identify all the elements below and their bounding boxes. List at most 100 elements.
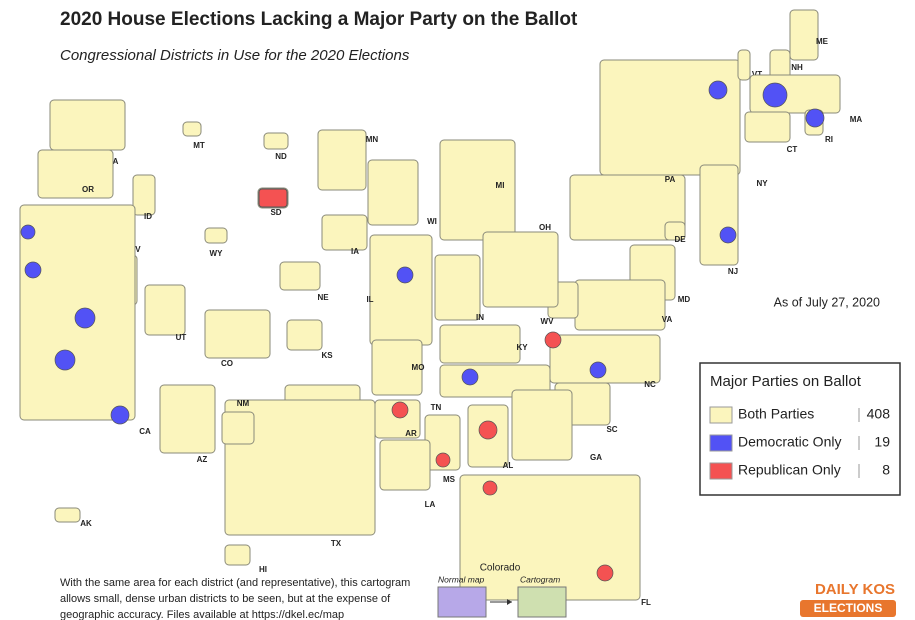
state-shape — [317, 129, 367, 191]
state-shape — [144, 284, 186, 336]
state-label: NY — [756, 179, 768, 188]
state-label: MI — [496, 181, 505, 190]
legend-label: Democratic Only — [738, 434, 841, 450]
state-label: WY — [210, 249, 224, 258]
district-highlight — [762, 82, 788, 108]
state-shape — [279, 261, 321, 291]
state-shape — [263, 132, 289, 150]
state-shape — [49, 99, 126, 151]
inset-cartogram — [517, 586, 567, 618]
state-label: CT — [787, 145, 798, 154]
state-label: AL — [503, 461, 514, 470]
note-line: geographic accuracy. Files available at … — [60, 609, 344, 620]
state-label: MN — [366, 135, 379, 144]
state-label: KS — [321, 351, 333, 360]
legend-label: Republican Only — [738, 462, 841, 478]
state-shape — [439, 139, 516, 241]
legend-count: 19 — [874, 434, 890, 450]
state-label: MT — [193, 141, 205, 150]
state-shape — [367, 159, 419, 226]
state-label: NJ — [728, 267, 738, 276]
logo-bg — [800, 600, 896, 617]
district-highlight — [589, 361, 607, 379]
state-label: NC — [644, 380, 656, 389]
note-line: allows small, dense urban districts to b… — [60, 593, 391, 605]
district-highlight — [54, 349, 76, 371]
state-label: ID — [144, 212, 152, 221]
district-highlight — [396, 266, 414, 284]
inset-normal — [437, 586, 487, 618]
state-label: IN — [476, 313, 484, 322]
state-label: UT — [176, 333, 187, 342]
state-label: KY — [516, 343, 528, 352]
state-shape — [204, 309, 271, 359]
district-highlight — [719, 226, 737, 244]
legend-box — [699, 362, 901, 496]
legend-label: Both Parties — [738, 406, 814, 422]
state-label: WI — [427, 217, 437, 226]
legend-swatch — [709, 462, 733, 480]
state-label: OH — [539, 223, 551, 232]
state-label: VA — [662, 315, 673, 324]
state-shape — [599, 59, 741, 176]
note-line: With the same area for each district (an… — [60, 577, 410, 589]
legend-count: 8 — [882, 462, 890, 478]
inset-title: Colorado — [480, 563, 521, 574]
state-shape — [574, 279, 666, 331]
as-of: As of July 27, 2020 — [774, 295, 880, 309]
district-highlight — [435, 452, 451, 468]
state-shape — [224, 399, 376, 536]
district-highlight — [391, 401, 409, 419]
state-shape — [182, 121, 202, 137]
state-shape — [434, 254, 481, 321]
state-shape — [699, 164, 739, 266]
title: 2020 House Elections Lacking a Major Par… — [60, 9, 578, 30]
state-label: MO — [412, 363, 425, 372]
state-label: SD — [270, 208, 281, 217]
legend-swatch — [709, 406, 733, 424]
district-highlight — [258, 188, 288, 208]
highlighted-districts — [20, 80, 825, 582]
state-label: AZ — [197, 455, 208, 464]
state-label: ND — [275, 152, 287, 161]
state-shape — [379, 439, 431, 491]
state-shape — [789, 9, 819, 61]
states: WAORIDMTNDMNWIMINYVTNHMEMARICTPANJDEMDVA… — [19, 9, 863, 607]
state-label: IL — [366, 295, 373, 304]
district-highlight — [20, 224, 36, 240]
state-shape — [744, 111, 791, 143]
state-shape — [54, 507, 81, 523]
state-shape — [159, 384, 216, 454]
state-shape — [664, 221, 686, 241]
district-highlight — [461, 368, 479, 386]
state-label: AR — [405, 429, 417, 438]
legend-swatch — [709, 434, 733, 452]
state-label: OR — [82, 185, 94, 194]
state-shape — [321, 214, 368, 251]
state-shape — [439, 324, 521, 364]
inset-right: Cartogram — [520, 574, 560, 584]
inset-left: Normal map — [438, 574, 485, 584]
state-shape — [511, 389, 573, 461]
state-label: TN — [431, 403, 442, 412]
state-shape — [132, 174, 156, 216]
inset-arrowhead — [507, 599, 512, 605]
state-label: NM — [237, 399, 250, 408]
state-label: MD — [678, 295, 691, 304]
state-label: MA — [850, 115, 863, 124]
district-highlight — [478, 420, 498, 440]
state-label: HI — [259, 565, 267, 574]
state-shape — [737, 49, 751, 81]
state-label: PA — [665, 175, 676, 184]
district-highlight — [708, 80, 728, 100]
state-label: WV — [541, 317, 555, 326]
state-label: AK — [80, 519, 92, 528]
district-highlight — [544, 331, 562, 349]
logo-top: DAILY KOS — [815, 581, 895, 598]
state-label: CO — [221, 359, 233, 368]
state-shape — [221, 411, 255, 445]
state-label: SC — [606, 425, 617, 434]
state-shape — [482, 231, 559, 308]
